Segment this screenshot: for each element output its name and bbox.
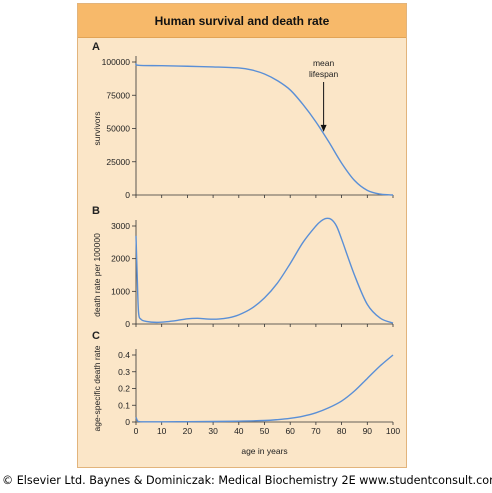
- y-tick-label: 0: [125, 190, 130, 200]
- y-tick-label: 0.2: [118, 384, 130, 394]
- chart-panel-a: A 0 25000 50000 75000 100000 survivors meanlife…: [92, 41, 394, 200]
- series-line: [135, 217, 394, 324]
- y-tick-label: 0.3: [118, 367, 130, 377]
- y-tick-label: 0: [125, 417, 130, 427]
- y-tick-label: 0.1: [118, 400, 130, 410]
- x-tick-label: 10: [157, 426, 167, 436]
- y-axis-label: age-specific death rate: [92, 345, 102, 431]
- panel-label: C: [92, 330, 100, 342]
- series-line: [135, 354, 394, 423]
- y-tick-label: 3000: [111, 221, 130, 231]
- annotation-text: lifespan: [309, 69, 339, 79]
- x-tick-label: 70: [311, 426, 321, 436]
- x-tick-label: 90: [363, 426, 373, 436]
- x-tick-label: 60: [285, 426, 295, 436]
- figure-title: Human survival and death rate: [78, 4, 406, 38]
- y-tick-label: 2000: [111, 254, 130, 264]
- annotation-arrow-head: [320, 124, 327, 132]
- x-tick-label: 100: [386, 426, 400, 436]
- x-tick-label: 20: [183, 426, 193, 436]
- y-tick-label: 0: [125, 319, 130, 329]
- series-line: [135, 62, 394, 196]
- chart-panel-c: C 0 0.1 0.2 0.3 0.4 age-specific death rate 0 10…: [92, 330, 400, 456]
- x-tick-label: 80: [337, 426, 347, 436]
- y-tick-label: 0.4: [118, 350, 130, 360]
- x-tick-label: 50: [260, 426, 270, 436]
- y-tick-label: 25000: [106, 157, 130, 167]
- y-tick-label: 100000: [102, 57, 131, 67]
- x-tick-label: 40: [234, 426, 244, 436]
- y-tick-label: 1000: [111, 286, 130, 296]
- y-axis-label: death rate per 100000: [92, 233, 102, 317]
- panel-label: B: [92, 205, 100, 217]
- figure-frame: Human survival and death rate: [77, 3, 407, 468]
- x-axis-label: age in years: [241, 446, 287, 456]
- panel-label: A: [92, 41, 100, 53]
- x-tick-label: 30: [208, 426, 218, 436]
- y-tick-label: 50000: [106, 124, 130, 134]
- chart-panel-b: B 0 1000 2000 3000 death rate per 100000: [92, 205, 394, 329]
- annotation-text: mean: [313, 58, 335, 68]
- x-tick-label: 0: [134, 426, 139, 436]
- copyright-text: © Elsevier Ltd. Baynes & Dominiczak: Med…: [2, 474, 492, 487]
- y-tick-label: 75000: [106, 90, 130, 100]
- y-axis-label: survivors: [92, 111, 102, 145]
